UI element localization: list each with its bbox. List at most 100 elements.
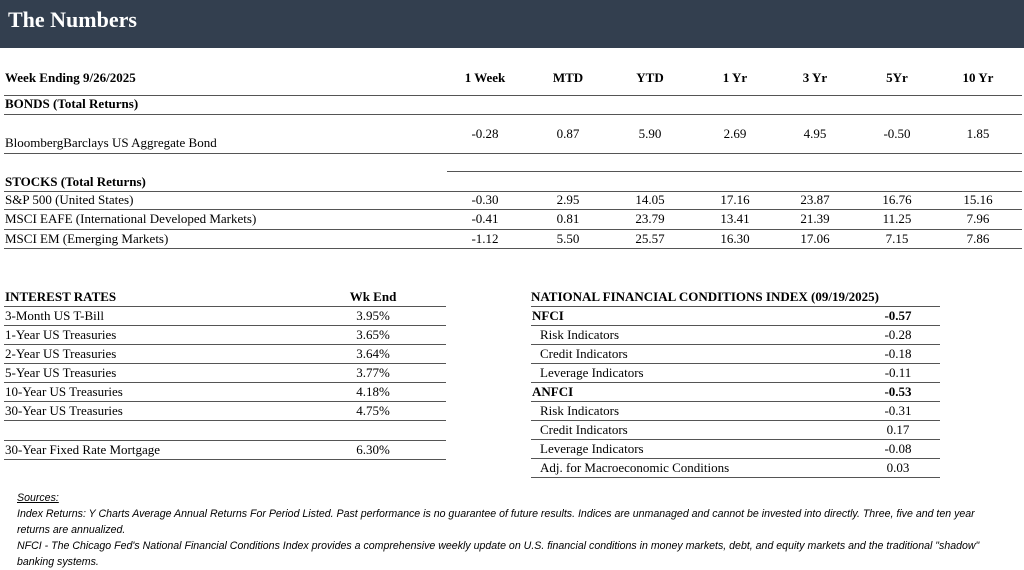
cell-value: -0.57 — [884, 308, 912, 323]
cell-value: -0.08 — [884, 441, 912, 456]
cell-value: 5.90 — [638, 126, 662, 141]
row-label: 3-Month US T-Bill — [5, 308, 104, 323]
cell-value: 3.95% — [356, 308, 390, 323]
cell-value: 17.16 — [720, 192, 750, 207]
row-label: Credit Indicators — [540, 422, 628, 437]
row-label: MSCI EM (Emerging Markets) — [5, 231, 169, 246]
column-header: 10 Yr — [962, 70, 994, 85]
rule — [4, 209, 1022, 210]
rule — [531, 458, 940, 459]
cell-value: 0.87 — [556, 126, 580, 141]
rule — [4, 459, 446, 460]
column-header: 1 Week — [464, 70, 506, 85]
column-header: 5Yr — [886, 70, 908, 85]
row-label: 30-Year US Treasuries — [5, 403, 123, 418]
cell-value: 7.15 — [885, 231, 909, 246]
cell-value: 7.96 — [966, 211, 990, 226]
column-header: Wk End — [349, 289, 397, 304]
cell-value: -0.30 — [471, 192, 499, 207]
column-header: 1 Yr — [722, 70, 748, 85]
row-label: Risk Indicators — [540, 403, 620, 418]
rule — [4, 306, 446, 307]
row-label: 10-Year US Treasuries — [5, 384, 123, 399]
cell-value: 3.64% — [356, 346, 390, 361]
cell-value: 25.57 — [635, 231, 665, 246]
cell-value: -0.50 — [883, 126, 911, 141]
cell-value: 6.30% — [356, 442, 390, 457]
cell-value: 16.76 — [882, 192, 912, 207]
rule — [531, 439, 940, 440]
column-header: Week Ending 9/26/2025 — [5, 70, 136, 85]
row-label: MSCI EAFE (International Developed Marke… — [5, 211, 257, 226]
sources: Sources: Index Returns: Y Charts Average… — [17, 490, 992, 570]
rule — [531, 344, 940, 345]
cell-value: 4.18% — [356, 384, 390, 399]
section-title: NATIONAL FINANCIAL CONDITIONS INDEX (09/… — [531, 289, 879, 304]
cell-value: 0.81 — [556, 211, 580, 226]
row-label: 1-Year US Treasuries — [5, 327, 117, 342]
rule — [4, 440, 446, 441]
rule — [531, 382, 940, 383]
rule — [531, 477, 940, 478]
cell-value: 3.65% — [356, 327, 390, 342]
cell-value: 4.75% — [356, 403, 390, 418]
cell-value: 7.86 — [966, 231, 990, 246]
rule — [4, 363, 446, 364]
cell-value: 23.87 — [800, 192, 830, 207]
row-label: Risk Indicators — [540, 327, 620, 342]
row-label: 30-Year Fixed Rate Mortgage — [5, 442, 161, 457]
rule — [4, 229, 1022, 230]
cell-value: 0.03 — [886, 460, 910, 475]
rule — [531, 306, 940, 307]
rule — [4, 114, 1022, 115]
rule — [531, 401, 940, 402]
rule — [447, 171, 1022, 172]
cell-value: 1.85 — [966, 126, 990, 141]
row-label: S&P 500 (United States) — [5, 192, 134, 207]
rule — [4, 325, 446, 326]
cell-value: 21.39 — [800, 211, 830, 226]
source-note: NFCI - The Chicago Fed's National Financ… — [17, 540, 980, 568]
column-header: 3 Yr — [802, 70, 828, 85]
sources-heading: Sources: — [17, 492, 59, 504]
cell-value: -0.53 — [884, 384, 912, 399]
row-label: Leverage Indicators — [540, 441, 644, 456]
column-header: YTD — [636, 70, 664, 85]
source-note: Index Returns: Y Charts Average Annual R… — [17, 508, 975, 536]
cell-value: 17.06 — [800, 231, 830, 246]
cell-value: 14.05 — [635, 192, 665, 207]
cell-value: 3.77% — [356, 365, 390, 380]
cell-value: 23.79 — [635, 211, 665, 226]
rule — [4, 95, 1022, 96]
cell-value: -0.41 — [471, 211, 499, 226]
page-title: The Numbers — [8, 7, 137, 32]
cell-value: 4.95 — [803, 126, 827, 141]
rule — [4, 248, 1022, 249]
row-label: BloombergBarclays US Aggregate Bond — [5, 135, 217, 150]
row-label: ANFCI — [532, 384, 574, 399]
row-label: 2-Year US Treasuries — [5, 346, 117, 361]
cell-value: 2.69 — [723, 126, 747, 141]
cell-value: -0.28 — [884, 327, 912, 342]
section-title: STOCKS (Total Returns) — [5, 174, 146, 189]
column-header: MTD — [552, 70, 584, 85]
rule — [4, 191, 1022, 192]
row-label: NFCI — [532, 308, 564, 323]
cell-value: -0.11 — [884, 365, 912, 380]
rule — [531, 420, 940, 421]
rule — [4, 344, 446, 345]
header-bar: The Numbers — [0, 0, 1024, 48]
cell-value: -0.28 — [471, 126, 499, 141]
rule — [4, 382, 446, 383]
section-title: INTEREST RATES — [5, 289, 117, 304]
cell-value: -0.31 — [884, 403, 912, 418]
rule — [531, 325, 940, 326]
cell-value: 15.16 — [963, 192, 993, 207]
row-label: 5-Year US Treasuries — [5, 365, 117, 380]
section-title: BONDS (Total Returns) — [5, 96, 139, 111]
cell-value: 13.41 — [720, 211, 750, 226]
row-label: Leverage Indicators — [540, 365, 644, 380]
rule — [4, 401, 446, 402]
row-label: Credit Indicators — [540, 346, 628, 361]
